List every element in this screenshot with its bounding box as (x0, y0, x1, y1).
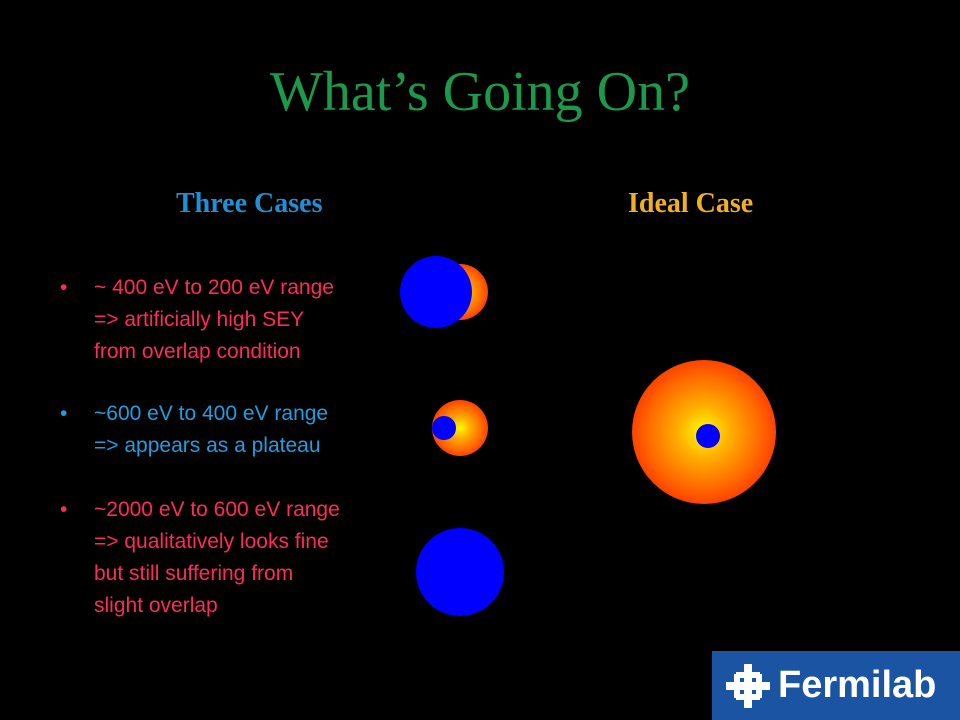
bullet-1-line-1: ~ 400 eV to 200 eV range (94, 276, 334, 299)
bullet-1-line-3: from overlap condition (94, 340, 301, 363)
bullet-3-line-4: slight overlap (94, 594, 218, 617)
bullet-dot: • (60, 498, 68, 521)
bullet-1-line-2: => artificially high SEY (94, 308, 305, 331)
fermilab-logo-icon (726, 664, 770, 708)
fermilab-logo: Fermilab (712, 651, 960, 720)
bullet-3-line-1: ~2000 eV to 600 eV range (94, 498, 340, 521)
bullet-item-1: • ~ 400 eV to 200 eV range => artificial… (60, 272, 420, 368)
bullet-list: • ~ 400 eV to 200 eV range => artificial… (60, 272, 420, 652)
right-column-heading: Ideal Case (628, 188, 754, 219)
ideal-case-blue-beam (696, 424, 720, 448)
bullet-dot: • (60, 402, 68, 425)
bullet-2-line-2: => appears as a plateau (94, 434, 321, 457)
slide-title: What’s Going On? (270, 61, 690, 123)
case-2-blue-beam (432, 416, 456, 440)
bullet-3-line-3: but still suffering from (94, 562, 294, 585)
left-column-heading: Three Cases (176, 188, 323, 219)
case-1-blue-beam (400, 256, 472, 328)
bullet-item-2: • ~600 eV to 400 eV range => appears as … (60, 398, 420, 462)
bullet-2-line-1: ~600 eV to 400 eV range (94, 402, 329, 425)
case-3-blue-beam (416, 528, 504, 616)
bullet-3-line-2: => qualitatively looks fine (94, 530, 329, 553)
fermilab-logo-text: Fermilab (778, 664, 937, 706)
bullet-item-3: • ~2000 eV to 600 eV range => qualitativ… (60, 494, 420, 622)
bullet-dot: • (60, 276, 68, 299)
